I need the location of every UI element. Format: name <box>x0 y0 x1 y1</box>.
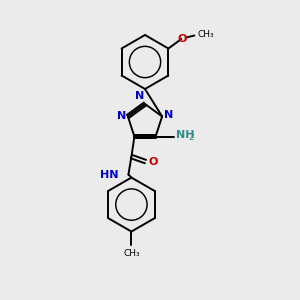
Text: 2: 2 <box>189 133 194 142</box>
Text: CH₃: CH₃ <box>123 249 140 258</box>
Text: HN: HN <box>100 169 118 180</box>
Text: N: N <box>164 110 173 120</box>
Text: N: N <box>117 111 126 122</box>
Text: CH₃: CH₃ <box>197 30 214 39</box>
Text: O: O <box>178 34 187 44</box>
Text: O: O <box>148 157 158 166</box>
Text: N: N <box>135 91 144 101</box>
Text: NH: NH <box>176 130 194 140</box>
